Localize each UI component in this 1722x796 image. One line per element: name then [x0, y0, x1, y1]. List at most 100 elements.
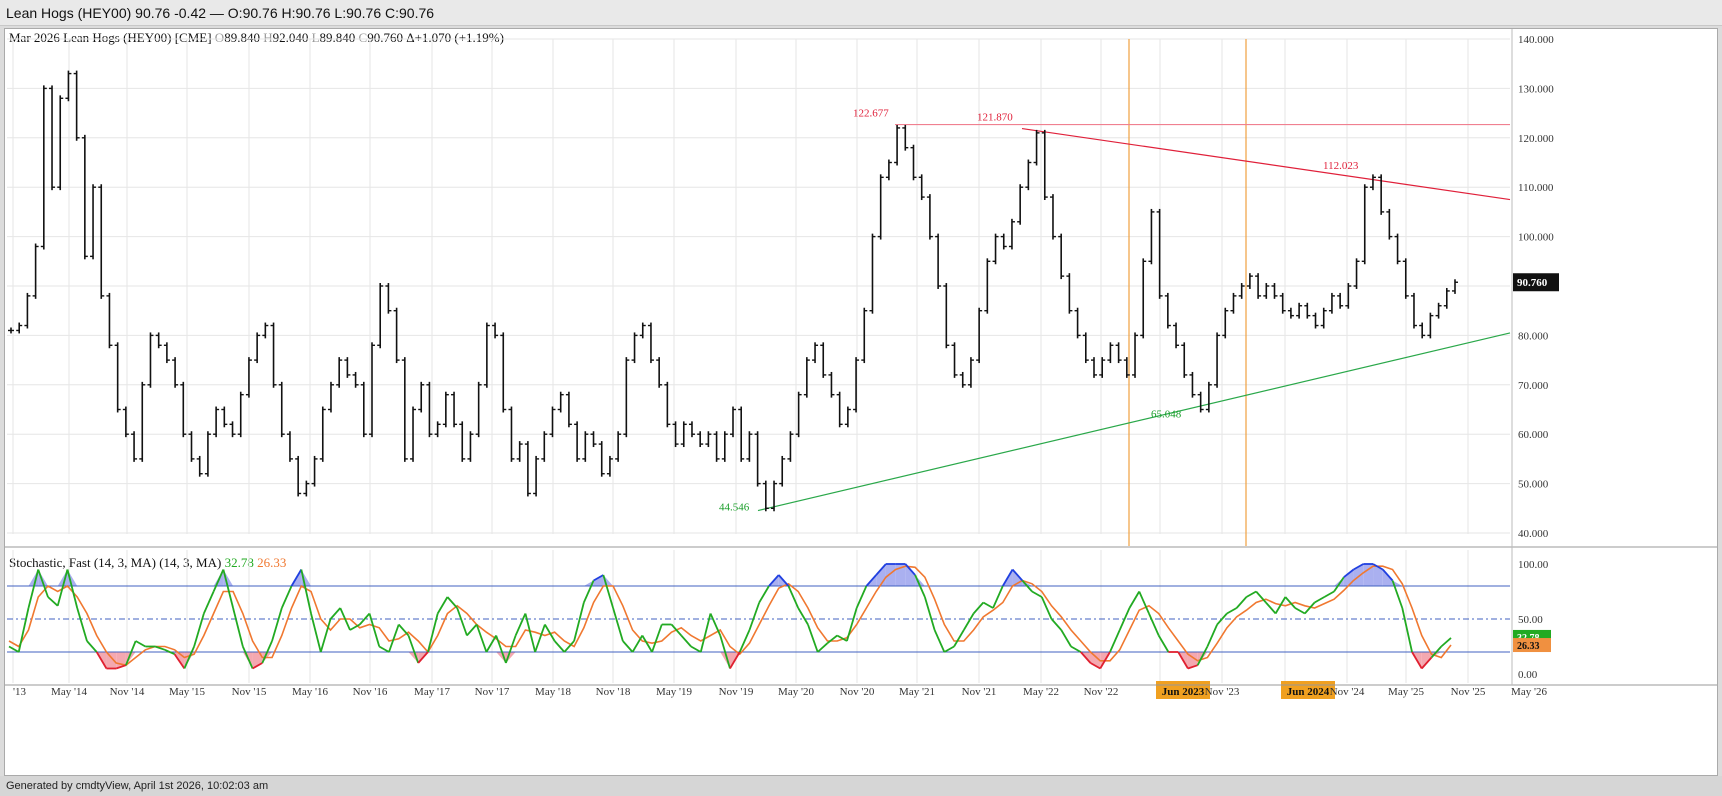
- stoch-k-segment: [1148, 613, 1160, 636]
- stoch-k-segment: [183, 646, 195, 669]
- oversold-fill: [125, 652, 136, 666]
- stoch-k-segment: [1187, 664, 1198, 670]
- stoch-k-segment: [612, 607, 624, 642]
- stoch-k-segment: [8, 645, 20, 653]
- stoch-k-segment: [553, 640, 566, 653]
- stoch-k-segment: [446, 596, 458, 609]
- stoch-k-segment: [1157, 635, 1170, 653]
- stoch-k-segment: [807, 624, 819, 653]
- stoch-k-segment: [242, 646, 254, 669]
- y-tick-label: 140.000: [1518, 34, 1554, 46]
- stoch-k-segment: [203, 591, 215, 614]
- stoch-k-segment: [173, 653, 186, 670]
- stoch-k-segment: [475, 624, 488, 653]
- stoch-k-segment: [1070, 645, 1082, 653]
- stoch-k-segment: [388, 624, 400, 653]
- overbought-fill: [885, 564, 896, 586]
- stoch-k-segment: [933, 629, 946, 653]
- stoch-k-segment: [699, 613, 712, 653]
- stoch-k-segment: [787, 585, 800, 609]
- x-tick-label: Nov '18: [596, 686, 631, 698]
- stoch-k-segment: [768, 574, 780, 587]
- stoch-y-tick-label: 100.00: [1518, 559, 1549, 571]
- chart-frame[interactable]: Mar 2026 Lean Hogs (HEY00) [CME] O89.840…: [4, 28, 1718, 776]
- y-tick-label: 130.000: [1518, 83, 1554, 95]
- stoch-k-segment: [66, 569, 79, 609]
- chart-svg[interactable]: Mar 2026 Lean Hogs (HEY00) [CME] O89.840…: [5, 29, 1717, 775]
- price-annotation: 122.677: [853, 108, 889, 120]
- stoch-k-segment: [1090, 662, 1101, 670]
- stoch-k-segment: [748, 602, 761, 631]
- stoch-k-segment: [992, 585, 1004, 609]
- stoch-k-segment: [271, 607, 283, 642]
- stoch-k-segment: [86, 640, 98, 653]
- stoch-k-segment: [300, 569, 312, 614]
- stoch-k-segment: [875, 563, 887, 576]
- last-price-label: 90.760: [1517, 277, 1548, 289]
- overbought-fill: [1392, 580, 1403, 586]
- stoch-k-segment: [622, 640, 634, 653]
- stoch-k-segment: [1391, 580, 1404, 609]
- price-panel[interactable]: Mar 2026 Lean Hogs (HEY00) [CME] O89.840…: [7, 30, 1559, 546]
- y-tick-label: 50.000: [1518, 479, 1549, 491]
- window-title: Lean Hogs (HEY00) 90.76 -0.42 — O:90.76 …: [0, 0, 1722, 26]
- stoch-k-segment: [534, 624, 546, 653]
- stoch-k-segment: [1333, 576, 1345, 593]
- stoch-k-segment: [943, 645, 955, 653]
- stoch-k-segment: [407, 635, 420, 664]
- stoch-k-segment: [135, 640, 146, 648]
- x-tick-label: Nov '19: [719, 686, 754, 698]
- overbought-fill: [1363, 564, 1374, 586]
- overbought-fill: [876, 564, 886, 586]
- x-tick-label: May '18: [535, 686, 571, 698]
- price-annotation: 44.546: [719, 502, 750, 514]
- stoch-k-segment: [368, 613, 381, 647]
- trendline-rising: [757, 332, 1511, 512]
- stoch-k-segment: [855, 585, 868, 609]
- stoch-k-segment: [1343, 568, 1355, 578]
- stoch-k-segment: [1401, 607, 1413, 653]
- stoch-k-segment: [1274, 596, 1287, 614]
- stoch-k-segment: [1382, 568, 1394, 582]
- stoch-k-segment: [261, 640, 273, 664]
- stoch-k-segment: [319, 618, 332, 653]
- x-tick-label: May '20: [778, 686, 814, 698]
- stoch-k-segment: [972, 601, 984, 615]
- stoch-k-segment: [1245, 590, 1257, 598]
- last-price-box: [1513, 273, 1559, 292]
- stoch-k-segment: [1304, 601, 1316, 615]
- stoch-k-segment: [593, 574, 604, 582]
- stoch-k-segment: [846, 607, 858, 642]
- overbought-fill: [1373, 564, 1383, 586]
- stoch-d-line: [8, 565, 1452, 667]
- stoch-k-segment: [290, 569, 303, 587]
- stoch-k-segment: [47, 596, 59, 607]
- price-annotation: 121.870: [977, 112, 1013, 124]
- y-tick-label: 60.000: [1518, 429, 1549, 441]
- stoch-k-segment: [573, 602, 585, 642]
- x-tick-label: Jun 2023: [1162, 686, 1205, 698]
- stoch-k-segment: [631, 635, 644, 653]
- stoch-d-box: [1513, 638, 1551, 653]
- oversold-fill: [106, 652, 117, 669]
- stoch-k-segment: [95, 651, 108, 669]
- stoch-k-segment: [17, 607, 30, 653]
- stoch-k-segment: [524, 613, 537, 653]
- x-tick-label: May '16: [292, 686, 328, 698]
- stoch-k-segment: [1060, 629, 1072, 647]
- stoch-k-segment: [719, 635, 731, 669]
- stochastic-panel[interactable]: Stochastic, Fast (14, 3, MA) (14, 3, MA)…: [7, 550, 1551, 683]
- stoch-k-segment: [436, 596, 449, 614]
- stoch-k-segment: [339, 607, 351, 631]
- x-tick-label: Nov '16: [353, 686, 388, 698]
- y-tick-label: 40.000: [1518, 528, 1549, 540]
- x-tick-label: Nov '17: [475, 686, 510, 698]
- stoch-k-segment: [602, 574, 614, 609]
- stoch-k-segment: [1323, 590, 1335, 598]
- stoch-k-segment: [349, 623, 361, 631]
- overbought-fill: [1343, 569, 1354, 586]
- x-tick-label: Nov '22: [1084, 686, 1119, 698]
- stochastic-title: Stochastic, Fast (14, 3, MA) (14, 3, MA)…: [9, 555, 286, 570]
- stoch-k-segment: [1440, 637, 1452, 648]
- stoch-k-segment: [456, 607, 468, 636]
